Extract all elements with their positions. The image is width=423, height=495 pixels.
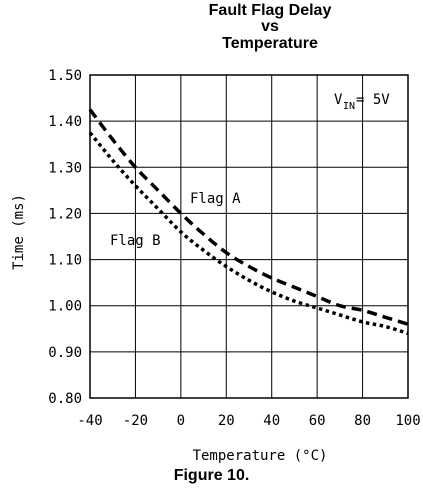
series-label-flag-b: Flag B — [110, 233, 161, 249]
series-label-flag-a: Flag A — [190, 191, 241, 207]
x-tick-label: 0 — [177, 413, 185, 429]
y-tick-label: 1.00 — [48, 299, 82, 315]
x-tick-label: 60 — [309, 413, 326, 429]
chart-title-line-3: Temperature — [222, 35, 318, 52]
x-tick-label: 20 — [218, 413, 235, 429]
vin-annotation-subscript: IN — [343, 101, 355, 112]
chart-series-group — [88, 108, 409, 336]
y-tick-label: 1.20 — [48, 206, 82, 222]
chart-title-line-2: vs — [261, 18, 279, 35]
x-tick-label: 100 — [395, 413, 420, 429]
x-tick-label: 80 — [354, 413, 371, 429]
plot-frame — [89, 74, 409, 399]
series-line-flag-b — [88, 131, 409, 336]
y-tick-labels: 0.80 0.90 1.00 1.10 1.20 1.30 1.40 1.50 — [48, 68, 82, 407]
y-tick-label: 0.80 — [48, 391, 82, 407]
y-axis-label: Time (ms) — [11, 194, 27, 270]
y-tick-label: 1.40 — [48, 114, 82, 130]
series-line-flag-a — [88, 108, 409, 326]
vin-annotation-value: = 5V — [356, 92, 390, 108]
x-tick-labels: -40 -20 0 20 40 60 80 100 — [77, 413, 420, 429]
y-tick-label: 0.90 — [48, 345, 82, 361]
y-tick-label: 1.10 — [48, 253, 82, 269]
x-tick-label: -40 — [77, 413, 102, 429]
y-tick-label: 1.30 — [48, 160, 82, 176]
x-tick-label: 40 — [263, 413, 280, 429]
chart-title-line-1: Fault Flag Delay — [208, 2, 332, 19]
y-tick-label: 1.50 — [48, 68, 82, 84]
figure-caption: Figure 10. — [173, 467, 250, 484]
x-tick-label: -20 — [123, 413, 148, 429]
vin-annotation: V IN = 5V — [334, 92, 390, 112]
vin-annotation-v: V — [334, 92, 343, 108]
x-axis-label: Temperature (°C) — [193, 448, 328, 464]
